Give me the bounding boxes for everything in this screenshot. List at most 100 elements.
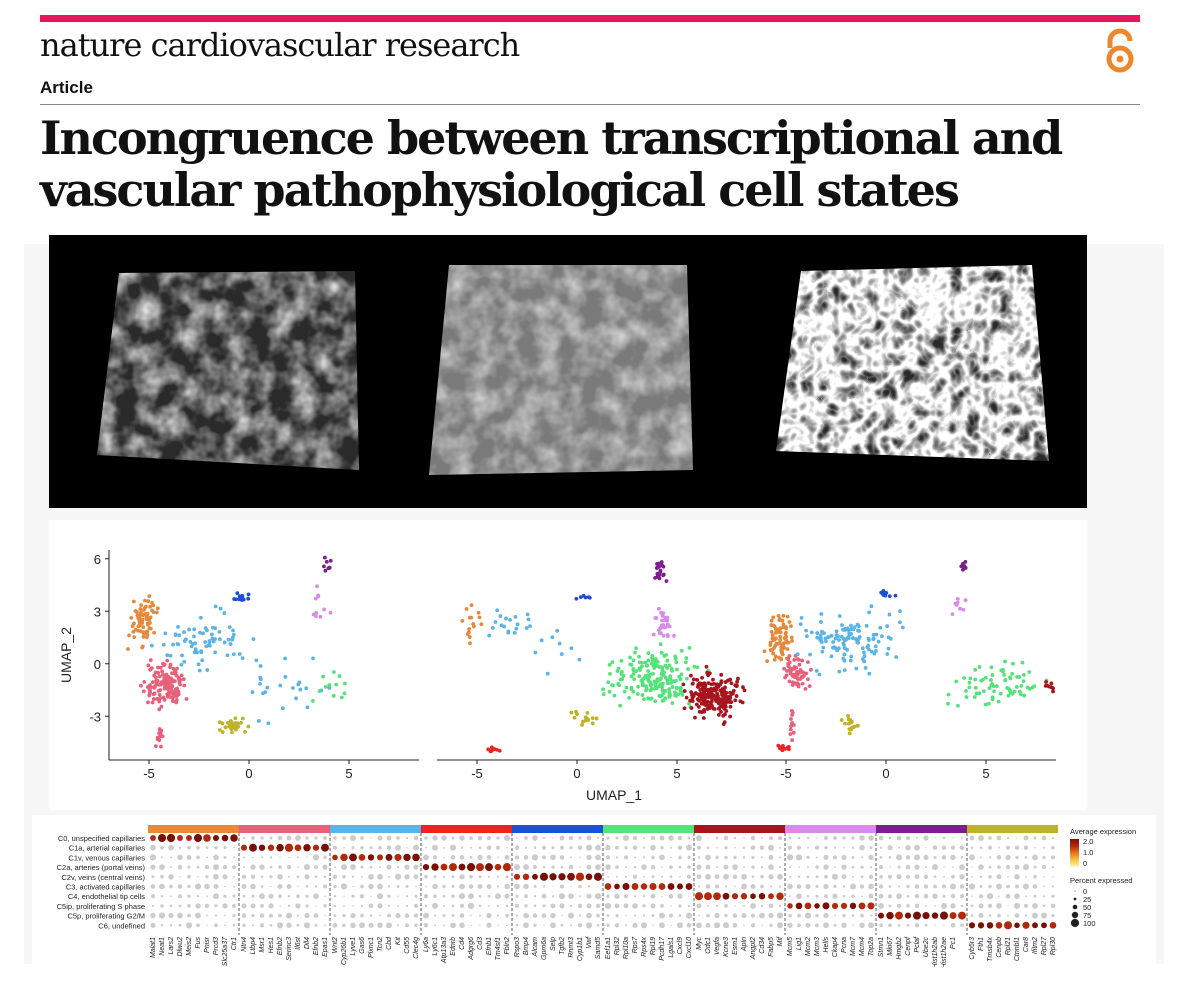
- dotplot-dot: [815, 923, 819, 928]
- dotplot-dot: [241, 913, 247, 918]
- dotplot-dot: [443, 856, 445, 859]
- umap-point: [850, 636, 855, 640]
- umap-point: [143, 598, 147, 603]
- umap-point: [254, 658, 259, 663]
- dotplot-dot: [815, 894, 819, 898]
- dotplot-dot: [405, 885, 409, 888]
- umap-point: [990, 673, 995, 677]
- dotplot-dot: [405, 904, 409, 908]
- dotplot-dot: [733, 855, 737, 860]
- dotplot-dot: [513, 873, 521, 880]
- umap-point: [673, 690, 677, 695]
- umap-point: [653, 616, 658, 620]
- journal-name[interactable]: nature cardiovascular research: [40, 26, 520, 64]
- dotplot-dot: [968, 922, 976, 929]
- dotplot-gene-label: Rpl27: [1041, 936, 1048, 955]
- dotplot-gene-label: Fus: [195, 937, 202, 949]
- dotplot-dot: [514, 845, 520, 850]
- umap-point: [153, 670, 158, 675]
- umap-point: [722, 690, 727, 694]
- dotplot-dot: [732, 922, 738, 928]
- dotplot-dot: [486, 922, 492, 928]
- umap-point: [170, 699, 175, 703]
- dotplot-dot: [614, 903, 620, 909]
- dotplot-dot: [269, 865, 273, 869]
- umap-point: [661, 625, 666, 630]
- umap-point: [687, 645, 692, 650]
- umap-point: [227, 625, 232, 630]
- dotplot-dot: [503, 834, 511, 842]
- umap-point: [862, 650, 866, 655]
- dotplot-dot: [569, 924, 573, 927]
- dotplot-dot: [258, 844, 266, 851]
- dotplot-gene-label: Tm4sf1: [495, 937, 502, 960]
- umap-point: [147, 594, 152, 599]
- dotplot-dot: [941, 855, 947, 860]
- dotplot-dot: [477, 884, 483, 889]
- dotplot-dot: [815, 865, 819, 869]
- umap-point: [157, 699, 162, 704]
- umap-point: [574, 596, 579, 601]
- dotplot-dot: [750, 893, 756, 900]
- umap-point: [777, 618, 782, 622]
- umap-point: [700, 686, 705, 691]
- umap-point: [234, 597, 238, 602]
- dotplot-row-label: C2v, veins (central veins): [61, 873, 145, 882]
- dotplot-dot: [460, 846, 464, 849]
- umap-point: [655, 677, 660, 682]
- dotplot-dot: [587, 885, 591, 888]
- dotplot-dot: [287, 904, 291, 908]
- umap-point: [165, 692, 170, 697]
- dotplot-dot: [623, 903, 629, 909]
- dotplot-dot: [833, 855, 837, 860]
- umap-point: [323, 568, 328, 573]
- dotplot-dot: [168, 874, 174, 880]
- dotplot-dot: [940, 902, 948, 909]
- umap-point: [689, 690, 694, 695]
- dotplot-dot: [187, 913, 191, 918]
- dotplot-dot: [806, 894, 810, 898]
- dotplot-dot: [505, 875, 509, 879]
- dotplot-row-label: C1v, venous capillaries: [68, 853, 145, 862]
- dotplot-dot: [470, 914, 472, 917]
- dotplot-dot: [567, 872, 575, 881]
- dotplot-dot: [551, 846, 555, 850]
- dotplot-dot: [959, 864, 965, 870]
- umap-point: [674, 660, 679, 665]
- dotplot-dot: [1005, 854, 1011, 861]
- dotplot-dot: [377, 903, 383, 909]
- dotplot-dot: [723, 922, 729, 929]
- dotplot-gene-label: Pclaf: [914, 936, 921, 953]
- umap-point: [781, 622, 786, 627]
- umap-point: [666, 681, 670, 686]
- umap-point: [782, 636, 787, 640]
- umap-point: [578, 595, 583, 599]
- dotplot-dot: [670, 846, 672, 849]
- umap-point: [239, 720, 244, 725]
- dotplot-dot: [586, 835, 592, 841]
- dotplot-gene-label: Rspo3: [514, 937, 521, 957]
- dotplot-dot: [987, 845, 993, 850]
- dotplot-dot: [277, 883, 283, 890]
- umap-point: [230, 730, 234, 735]
- dotplot-dot: [642, 846, 646, 849]
- dotplot-dot: [243, 866, 245, 869]
- dotplot-dot: [868, 874, 874, 879]
- umap-point: [728, 690, 733, 695]
- umap-point: [963, 598, 968, 603]
- dotplot-dot: [250, 864, 256, 870]
- dotplot-dot: [897, 865, 901, 869]
- umap-point: [539, 638, 544, 643]
- dotplot-dot: [932, 845, 938, 850]
- dotplot-dot: [413, 864, 419, 870]
- umap-point: [658, 626, 663, 631]
- dotplot-gene-label: Vegfa: [714, 937, 721, 955]
- dotplot-gene-label: Ifitm2: [1032, 937, 1039, 954]
- dotplot-dot: [734, 846, 736, 849]
- umap-point: [946, 701, 950, 706]
- dotplot-dot: [397, 905, 399, 907]
- umap-point: [849, 727, 854, 732]
- umap-point: [727, 695, 731, 700]
- dotplot-dot: [814, 845, 820, 850]
